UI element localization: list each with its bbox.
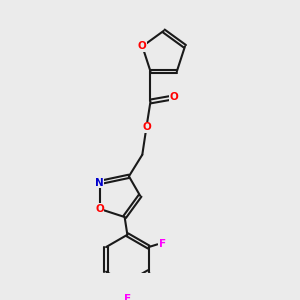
Text: O: O [95,204,104,214]
Text: O: O [142,122,151,132]
Text: O: O [169,92,178,102]
Text: F: F [124,294,131,300]
Text: O: O [138,41,147,51]
Text: N: N [95,178,104,188]
Text: F: F [159,239,166,249]
